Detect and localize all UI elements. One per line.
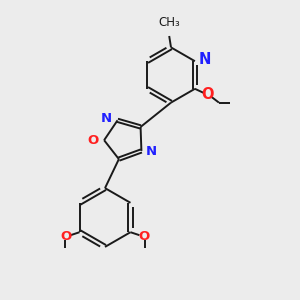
- Text: CH₃: CH₃: [158, 16, 180, 29]
- Text: N: N: [146, 145, 157, 158]
- Text: O: O: [88, 134, 99, 147]
- Text: N: N: [199, 52, 211, 67]
- Text: O: O: [138, 230, 149, 243]
- Text: O: O: [201, 87, 214, 102]
- Text: N: N: [101, 112, 112, 125]
- Text: O: O: [61, 230, 72, 243]
